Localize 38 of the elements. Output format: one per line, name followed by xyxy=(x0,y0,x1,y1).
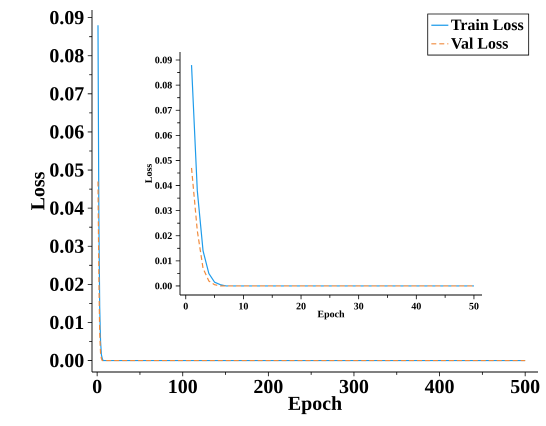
y-tick-label: 0.09 xyxy=(155,56,172,64)
legend-label: Val Loss xyxy=(451,38,508,49)
y-tick-label: 0.03 xyxy=(155,207,172,214)
x-tick-label: 20 xyxy=(296,302,306,310)
legend-label: Train Loss xyxy=(451,18,524,30)
x-axis-title: Epoch xyxy=(318,310,344,320)
y-tick-label: 0.05 xyxy=(155,157,172,164)
x-tick-label: 0 xyxy=(92,380,102,394)
x-tick-label: 30 xyxy=(354,302,364,310)
y-tick-label: 0.09 xyxy=(50,10,84,24)
x-tick-label: 200 xyxy=(254,380,283,394)
x-tick-label: 400 xyxy=(424,380,454,394)
y-tick-label: 0.06 xyxy=(155,132,172,139)
y-tick-label: 0.04 xyxy=(50,201,84,215)
y-axis-title: Loss xyxy=(31,172,45,210)
y-tick-label: 0.05 xyxy=(50,163,84,177)
x-tick-label: 10 xyxy=(239,302,248,310)
x-tick-label: 300 xyxy=(340,380,368,394)
x-tick-label: 50 xyxy=(469,302,479,310)
y-tick-label: 0.07 xyxy=(155,106,172,114)
y-tick-label: 0.01 xyxy=(50,316,84,330)
x-axis-title: Epoch xyxy=(288,396,342,414)
y-tick-label: 0.08 xyxy=(155,82,172,89)
y-tick-label: 0.03 xyxy=(50,239,84,254)
y-tick-label: 0.08 xyxy=(50,48,84,62)
y-tick-label: 0.02 xyxy=(155,232,172,240)
x-tick-label: 500 xyxy=(511,380,540,394)
x-tick-label: 100 xyxy=(169,380,197,394)
y-tick-label: 0.00 xyxy=(155,282,172,290)
y-tick-label: 0.07 xyxy=(50,87,84,101)
y-axis-title: Loss xyxy=(145,164,152,184)
y-tick-label: 0.00 xyxy=(50,354,84,368)
y-tick-label: 0.01 xyxy=(155,257,172,264)
x-tick-label: 40 xyxy=(411,302,421,310)
y-tick-label: 0.06 xyxy=(50,125,84,139)
y-tick-label: 0.04 xyxy=(155,182,172,189)
y-tick-label: 0.02 xyxy=(50,278,84,292)
x-tick-label: 0 xyxy=(184,302,188,310)
